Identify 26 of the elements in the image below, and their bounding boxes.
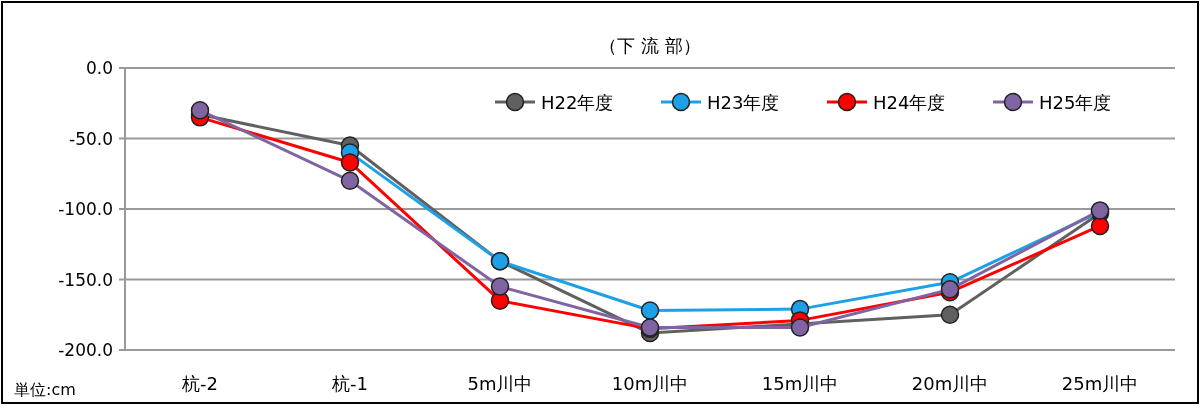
point xyxy=(1090,216,1110,236)
legend-label: H25年度 xyxy=(1039,92,1112,113)
x-tick-label: 杭-2 xyxy=(181,373,218,394)
point xyxy=(640,301,660,320)
text: 単位:cm xyxy=(14,380,76,399)
x-tick-label: 15m川中 xyxy=(761,373,839,394)
x-tick-label: 25m川中 xyxy=(1061,373,1139,394)
y-tick-label: -100.0 xyxy=(58,199,113,219)
legend-label: H23年度 xyxy=(707,92,780,113)
point xyxy=(340,153,360,172)
x-tick-label: 10m川中 xyxy=(611,373,689,394)
legend-label: H22年度 xyxy=(541,92,614,113)
point xyxy=(340,171,360,191)
y-tick-label: 0.0 xyxy=(85,58,113,78)
x-tick-label: 20m川中 xyxy=(911,373,989,394)
point xyxy=(790,318,810,337)
point xyxy=(190,101,210,120)
chart-title: （下 流 部） xyxy=(599,35,701,56)
point xyxy=(940,305,960,324)
x-tick-label: 杭-1 xyxy=(331,373,368,394)
x-tick-label: 5m川中 xyxy=(467,373,533,394)
legend-label: H24年度 xyxy=(873,92,946,113)
y-tick-label: -150.0 xyxy=(58,269,113,290)
y-tick-label: -50.0 xyxy=(69,128,113,149)
point xyxy=(490,277,510,296)
y-tick-label: -200.0 xyxy=(58,340,113,360)
